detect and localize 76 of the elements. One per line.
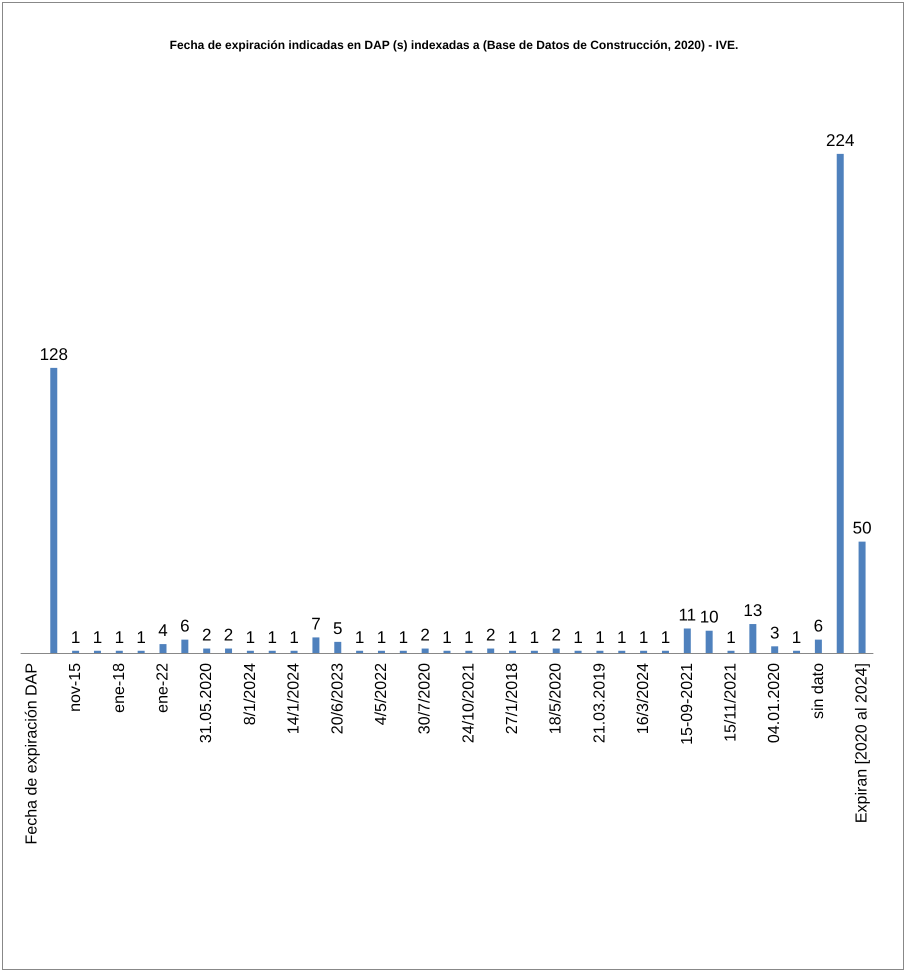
x-tick-label: 30/7/2020	[416, 662, 434, 734]
x-tick-label: 18/5/2020	[548, 662, 565, 734]
x-tick-label: 15-09-2021	[678, 662, 696, 745]
bar	[487, 648, 494, 653]
data-label: 128	[40, 344, 68, 364]
x-tick-label: 04.01.2020	[766, 662, 784, 744]
data-label: 1	[660, 628, 670, 647]
data-label: 13	[743, 601, 762, 620]
bar	[422, 648, 429, 653]
data-label: 1	[508, 628, 518, 647]
data-label: 1	[246, 628, 256, 647]
data-label: 6	[180, 616, 190, 636]
data-label: 1	[114, 628, 124, 647]
x-tick-label: 31.05.2020	[198, 662, 216, 744]
data-label: 4	[158, 621, 168, 640]
x-tick-label: 20/6/2023	[329, 662, 346, 734]
bar	[706, 630, 713, 653]
bar	[836, 154, 844, 653]
data-label: 2	[202, 626, 212, 645]
data-label: 1	[267, 628, 277, 647]
data-label: 2	[551, 626, 561, 645]
x-tick-label: 27/1/2018	[504, 662, 522, 734]
data-label: 1	[464, 628, 474, 647]
data-label: 1	[595, 628, 605, 647]
data-label: 224	[826, 130, 854, 150]
x-tick-label: ene-18	[110, 662, 128, 713]
x-tick-label: 4/5/2022	[372, 662, 390, 726]
x-tick-label: 16/3/2024	[635, 662, 652, 734]
x-tick-label: sin dato	[810, 662, 827, 720]
data-label: 1	[398, 628, 408, 647]
data-label: 1	[442, 628, 452, 647]
bar	[334, 642, 342, 653]
data-label: 2	[224, 626, 234, 645]
bar	[749, 624, 756, 653]
bar	[814, 640, 822, 653]
data-label: 2	[486, 626, 496, 645]
data-label: 11	[678, 605, 696, 624]
data-label: 1	[70, 628, 80, 647]
data-label: 1	[726, 628, 736, 647]
x-tick-label: Expiran [2020 al 2024]	[854, 663, 871, 824]
data-label: 3	[770, 623, 780, 642]
x-tick-label: 15/11/2021	[722, 662, 740, 742]
bar	[858, 542, 866, 653]
data-label: 1	[354, 628, 364, 647]
data-label: 1	[617, 628, 627, 647]
data-label: 1	[530, 628, 540, 647]
data-label: 5	[333, 618, 343, 638]
data-label: 1	[792, 628, 802, 647]
bar	[181, 640, 188, 653]
data-label: 2	[420, 626, 430, 645]
bar	[552, 648, 560, 653]
bar	[160, 644, 166, 653]
data-label: 1	[289, 628, 299, 647]
bar	[50, 368, 58, 653]
x-tick-label: 24/10/2021	[460, 662, 478, 744]
x-tick-label: nov-15	[67, 662, 84, 712]
bar	[225, 648, 232, 653]
bar	[684, 628, 691, 653]
data-label: 1	[638, 628, 648, 647]
chart-title: Fecha de expiración indicadas en DAP (s) indexadas a (Base de Datos de Construcción, 2020) - IVE.	[168, 37, 740, 54]
x-tick-label: Fecha de expiración DAP	[23, 663, 40, 844]
bar	[203, 648, 210, 653]
bar	[312, 637, 320, 653]
data-label: 50	[852, 518, 872, 538]
bar	[771, 646, 778, 653]
x-tick-label: 21.03.2019	[591, 662, 608, 744]
data-label: 10	[700, 608, 719, 627]
data-label: 6	[814, 616, 824, 636]
data-label: 1	[573, 628, 583, 647]
x-tick-label: 8/1/2024	[242, 662, 259, 726]
data-label: 1	[136, 628, 146, 647]
data-label: 7	[311, 614, 321, 634]
x-tick-label: 14/1/2024	[286, 662, 303, 734]
data-label: 1	[92, 628, 102, 647]
x-tick-label: ene-22	[154, 662, 172, 713]
data-label: 1	[376, 628, 386, 647]
